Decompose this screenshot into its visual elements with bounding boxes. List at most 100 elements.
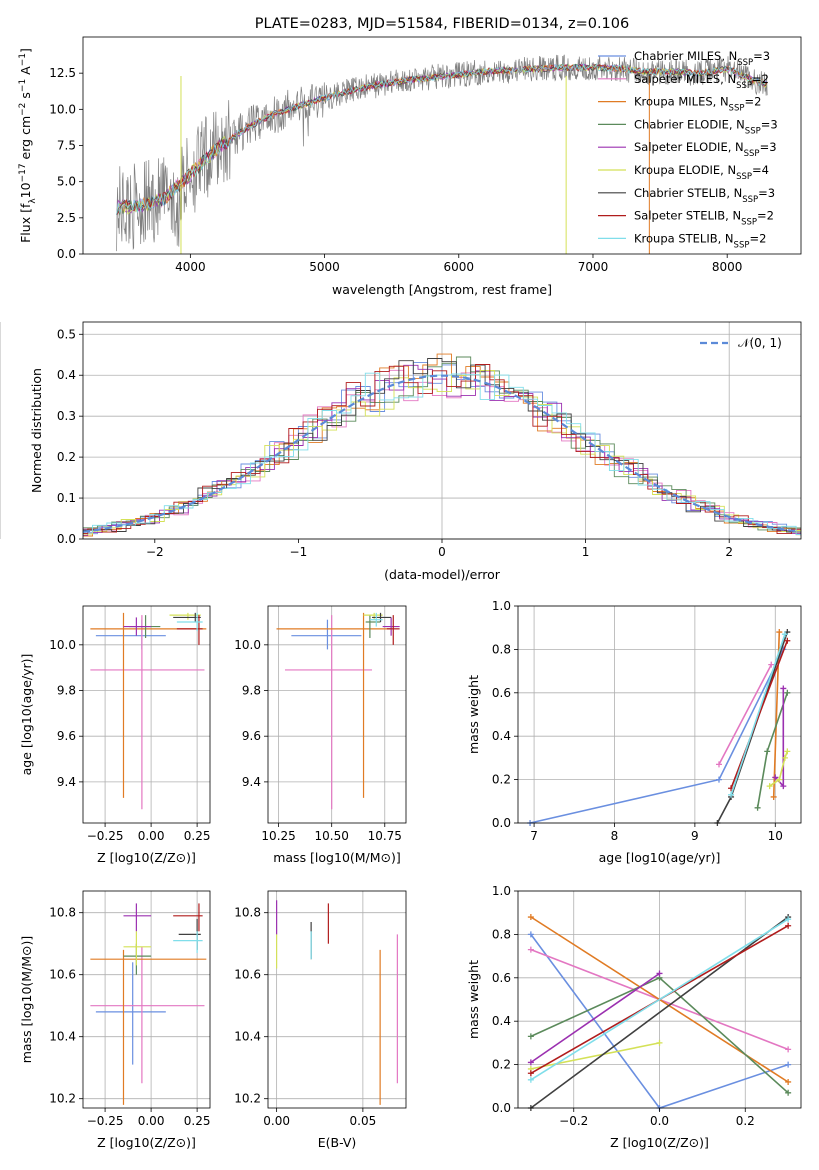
series-marker <box>754 804 761 811</box>
data-point <box>176 615 203 645</box>
y-tick-label: 0.4 <box>57 368 76 382</box>
y-tick-label: 2.5 <box>57 211 76 225</box>
series-marker <box>776 629 783 636</box>
y-tick-label: 0.6 <box>492 971 511 985</box>
y-tick-label: 10.0 <box>49 102 76 116</box>
data-point <box>284 615 373 810</box>
y-tick-label: 0.4 <box>492 729 511 743</box>
y-tick-label: 10.2 <box>234 1092 261 1106</box>
data-point <box>123 931 152 966</box>
legend-entry: Salpeter STELIB, NSSP=2 <box>634 209 774 228</box>
data-point <box>365 615 381 638</box>
x-tick-label: 8000 <box>712 260 743 274</box>
y-tick-label: 10.2 <box>49 1092 76 1106</box>
y-axis-label: mass weight <box>466 675 481 754</box>
y-tick-label: 9.6 <box>242 729 261 743</box>
x-tick-label: −1 <box>290 545 308 559</box>
data-point <box>90 949 207 1105</box>
x-axis-label: Z [log10(Z/Z⊙)] <box>97 850 196 865</box>
legend-entry: 𝒩(0, 1) <box>738 336 782 350</box>
x-axis-label: wavelength [Angstrom, rest frame] <box>332 282 552 297</box>
x-tick-label: −0.2 <box>559 1114 588 1128</box>
axes-frame <box>267 605 407 824</box>
axes-mass-vs-ebv: 0.00 0.05 10.2 10.4 10.6 10.8 E(B-V) <box>234 890 407 1150</box>
y-tick-label: 9.8 <box>57 684 76 698</box>
legend: Chabrier MILES, NSSP=3 Salpeter MILES, NS… <box>598 49 778 250</box>
y-tick-label: 0.2 <box>57 450 76 464</box>
data-point <box>173 612 201 622</box>
legend-entry: Salpeter ELODIE, NSSP=3 <box>634 140 777 159</box>
data-point <box>176 612 203 632</box>
x-tick-label: 0.25 <box>184 829 211 843</box>
legend-entry: Chabrier MILES, NSSP=3 <box>634 49 770 68</box>
y-tick-label: 0.0 <box>492 1101 511 1115</box>
data-point <box>372 612 392 622</box>
x-tick-label: 2 <box>725 545 733 559</box>
legend-entry: Chabrier ELODIE, NSSP=3 <box>634 117 778 136</box>
x-tick-label: −2 <box>146 545 164 559</box>
legend-entry: Salpeter MILES, NSSP=2 <box>634 72 769 91</box>
histogram-8 <box>83 372 801 535</box>
series-marker <box>527 931 534 938</box>
axes-residuals: −2 −1 0 1 2 0.0 0.1 0.2 0.3 0.4 0.5 (data-model)/er… <box>0 321 802 582</box>
y-axis-label: Flux [fλ10−17 erg cm−2 s−1 A−1] <box>18 48 38 243</box>
y-tick-label: 5.0 <box>57 175 76 189</box>
y-tick-label: 10.6 <box>49 968 76 982</box>
y-tick-label: 0.0 <box>492 816 511 830</box>
series-marker <box>527 1033 534 1040</box>
data-point <box>369 612 383 627</box>
series-marker <box>527 1070 534 1077</box>
series-marker <box>780 783 787 790</box>
x-tick-label: 5000 <box>309 260 340 274</box>
axes-frame <box>82 605 211 824</box>
series-marker <box>785 1061 792 1068</box>
y-tick-label: 10.4 <box>234 1030 261 1044</box>
x-tick-label: 0.00 <box>138 1114 165 1128</box>
data-point <box>169 612 201 620</box>
series-marker <box>785 1089 792 1096</box>
data-point <box>173 931 203 953</box>
histogram-6 <box>83 358 801 535</box>
series-marker <box>785 1078 792 1085</box>
data-point <box>382 617 400 636</box>
series-marker <box>776 776 783 783</box>
y-tick-label: 0.2 <box>492 773 511 787</box>
x-tick-label: −0.25 <box>87 1114 124 1128</box>
series-line-5 <box>769 751 789 787</box>
data-point <box>276 612 392 798</box>
series-marker <box>527 1076 534 1083</box>
axes-frame <box>82 890 211 1109</box>
y-axis-label: age [log10(age/yr)] <box>19 654 34 776</box>
data-point <box>95 962 166 1065</box>
x-axis-label: E(B-V) <box>318 1135 357 1150</box>
x-axis-label: Z [log10(Z/Z⊙)] <box>610 1135 709 1150</box>
x-tick-label: 0.0 <box>650 1114 669 1128</box>
series-marker <box>527 1059 534 1066</box>
x-tick-label: 1 <box>582 545 590 559</box>
x-tick-label: 8 <box>611 829 619 843</box>
y-axis-label: mass [log10(M/M⊙)] <box>19 936 34 1064</box>
series-line-4 <box>530 972 660 1064</box>
data-point <box>123 617 152 636</box>
y-tick-label: 10.0 <box>49 638 76 652</box>
y-tick-label: 0.0 <box>57 532 76 546</box>
y-tick-label: 0.4 <box>492 1014 511 1028</box>
series-marker <box>785 922 792 929</box>
series-line-8 <box>530 918 789 1081</box>
data-point <box>173 903 203 932</box>
axes-spectrum: 4000 5000 6000 7000 8000 0.0 2.5 5.0 7.5 10.0 12.5… <box>18 16 802 297</box>
gaussian-curve <box>83 374 799 533</box>
y-tick-label: 1.0 <box>492 599 511 613</box>
chart-title: PLATE=0283, MJD=51584, FIBERID=0134, z=0… <box>255 16 629 32</box>
series-marker <box>527 946 534 953</box>
y-tick-label: 10.0 <box>234 638 261 652</box>
data-point <box>386 615 400 645</box>
y-tick-label: 0.2 <box>492 1058 511 1072</box>
legend-entry: Kroupa ELODIE, NSSP=4 <box>634 163 769 182</box>
axes-frame <box>517 605 802 824</box>
series-marker <box>766 783 773 790</box>
y-tick-label: 0.3 <box>57 409 76 423</box>
x-tick-label: 10.25 <box>261 829 295 843</box>
data-point <box>363 612 383 620</box>
x-tick-label: 4000 <box>175 260 206 274</box>
